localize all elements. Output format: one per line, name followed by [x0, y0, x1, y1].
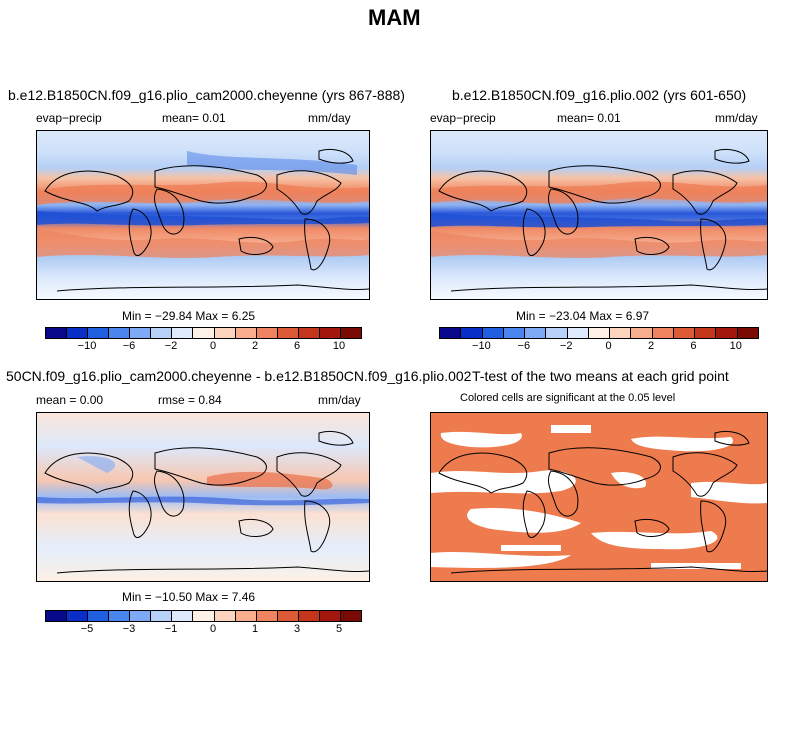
panel-1-title: b.e12.B1850CN.f09_g16.plio_cam2000.cheye…	[8, 87, 405, 103]
panel-2-map	[430, 130, 768, 300]
panel-3-stats: Min = −10.50 Max = 7.46	[122, 590, 256, 604]
colorbar-swatch	[440, 328, 462, 338]
panel-3-colorbar	[45, 610, 362, 622]
colorbar-swatch	[716, 328, 738, 338]
colorbar-swatch	[46, 611, 68, 621]
panel-1-units-label: mm/day	[308, 111, 351, 125]
colorbar-swatch	[631, 328, 653, 338]
panel-2-colorbar	[439, 327, 759, 339]
colorbar-tick-label: 3	[293, 623, 301, 635]
colorbar-tick-label: −2	[164, 340, 178, 352]
colorbar-swatch	[46, 328, 68, 338]
colorbar-swatch	[319, 611, 341, 621]
panel-2-stats: Min = −23.04 Max = 6.97	[516, 309, 650, 323]
colorbar-swatch	[151, 328, 173, 338]
colorbar-tick-label: 0	[209, 623, 217, 635]
colorbar-swatch	[461, 328, 483, 338]
colorbar-swatch	[340, 328, 361, 338]
colorbar-tick-label: 2	[251, 340, 259, 352]
panel-3-field	[37, 413, 369, 581]
colorbar-swatch	[256, 328, 278, 338]
panel-1-colorbar	[45, 327, 362, 339]
colorbar-tick-label: −10	[77, 340, 97, 352]
colorbar-swatch	[109, 611, 131, 621]
colorbar-tick-label: −1	[164, 623, 178, 635]
panel-3-colorbar-ticks: −5 −3 −1 0 1 3 5	[45, 623, 360, 637]
colorbar-swatch	[151, 611, 173, 621]
panel-4-title: T-test of the two means at each grid poi…	[472, 368, 729, 384]
colorbar-tick-label: 0	[605, 340, 612, 352]
panel-3-rmse-label: rmse = 0.84	[158, 393, 222, 407]
panel-1-field	[37, 131, 369, 299]
colorbar-swatch	[588, 328, 611, 338]
colorbar-tick-label: 5	[335, 623, 343, 635]
panel-2-colorbar-ticks: −10 −6 −2 0 2 6 10	[439, 340, 757, 354]
colorbar-tick-label: 1	[251, 623, 259, 635]
colorbar-swatch	[503, 328, 526, 338]
panel-4-subtitle: Colored cells are significant at the 0.0…	[460, 392, 676, 404]
colorbar-swatch	[277, 328, 299, 338]
colorbar-swatch	[214, 611, 236, 621]
colorbar-tick-label: 2	[647, 340, 655, 352]
colorbar-swatch	[695, 328, 717, 338]
panel-2-variable-label: evap−precip	[430, 111, 496, 125]
colorbar-swatch	[319, 328, 341, 338]
panel-3-title: 50CN.f09_g16.plio_cam2000.cheyenne - b.e…	[6, 368, 472, 384]
colorbar-swatch	[340, 611, 361, 621]
colorbar-swatch	[298, 328, 320, 338]
colorbar-swatch	[482, 328, 504, 338]
colorbar-swatch	[130, 328, 152, 338]
panel-2-units-label: mm/day	[715, 111, 758, 125]
panel-4-map	[430, 412, 768, 582]
panel-1-mean-label: mean= 0.01	[162, 111, 226, 125]
colorbar-swatch	[256, 611, 278, 621]
colorbar-swatch	[109, 328, 131, 338]
colorbar-swatch	[673, 328, 696, 338]
colorbar-tick-label: 10	[729, 340, 742, 352]
colorbar-swatch	[67, 611, 89, 621]
figure-title: MAM	[368, 5, 421, 30]
colorbar-swatch	[525, 328, 547, 338]
panel-4-field	[431, 413, 767, 581]
colorbar-swatch	[235, 328, 257, 338]
colorbar-tick-label: −6	[517, 340, 531, 352]
colorbar-tick-label: 10	[332, 340, 346, 352]
panel-3-map	[36, 412, 370, 582]
colorbar-tick-label: 0	[209, 340, 217, 352]
colorbar-tick-label: −2	[559, 340, 573, 352]
colorbar-swatch	[610, 328, 632, 338]
colorbar-tick-label: −3	[122, 623, 136, 635]
colorbar-tick-label: 6	[690, 340, 697, 352]
panel-2-mean-label: mean= 0.01	[557, 111, 621, 125]
panel-1-variable-label: evap−precip	[36, 111, 102, 125]
colorbar-tick-label: 6	[293, 340, 301, 352]
colorbar-swatch	[567, 328, 589, 338]
colorbar-swatch	[214, 328, 236, 338]
panel-2-field	[431, 131, 767, 299]
colorbar-tick-label: −10	[472, 340, 491, 352]
panel-1-stats: Min = −29.84 Max = 6.25	[122, 309, 256, 323]
panel-3-units-label: mm/day	[318, 393, 361, 407]
colorbar-swatch	[172, 611, 194, 621]
colorbar-swatch	[652, 328, 674, 338]
colorbar-swatch	[193, 611, 215, 621]
panel-2-title: b.e12.B1850CN.f09_g16.plio.002 (yrs 601-…	[452, 87, 747, 103]
colorbar-tick-label: −5	[80, 623, 94, 635]
colorbar-swatch	[88, 611, 110, 621]
colorbar-swatch	[277, 611, 299, 621]
colorbar-swatch	[298, 611, 320, 621]
colorbar-swatch	[67, 328, 89, 338]
colorbar-swatch	[193, 328, 215, 338]
colorbar-swatch	[172, 328, 194, 338]
panel-3-mean-label: mean = 0.00	[36, 393, 104, 407]
colorbar-swatch	[235, 611, 257, 621]
colorbar-tick-label: −6	[122, 340, 136, 352]
panel-1-map	[36, 130, 370, 300]
colorbar-swatch	[546, 328, 568, 338]
colorbar-swatch	[88, 328, 110, 338]
panel-1-colorbar-ticks: −10 −6 −2 0 2 6 10	[45, 340, 360, 354]
colorbar-swatch	[130, 611, 152, 621]
colorbar-swatch	[737, 328, 758, 338]
